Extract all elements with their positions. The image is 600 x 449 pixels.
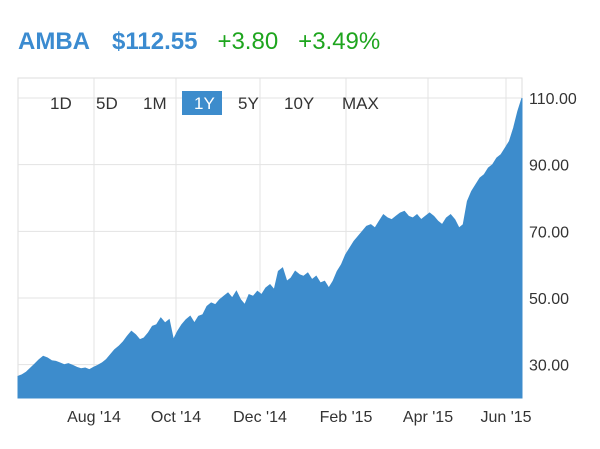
range-button-1y[interactable]: 1Y [182, 91, 222, 115]
last-price: $112.55 [112, 28, 198, 55]
x-tick-label: Jun '15 [480, 409, 531, 426]
x-tick-label: Feb '15 [320, 409, 373, 426]
x-tick-label: Apr '15 [403, 409, 453, 426]
y-tick-label: 50.00 [529, 291, 569, 308]
range-button-5d[interactable]: 5D [96, 94, 118, 113]
x-tick-label: Aug '14 [67, 409, 121, 426]
range-button-label: MAX [342, 94, 379, 113]
range-selector: 1D 5D 1M 1Y 5Y 10Y MAX [50, 91, 379, 115]
y-tick-label: 70.00 [529, 224, 569, 241]
range-button-label: 5Y [238, 94, 259, 113]
range-button-5y[interactable]: 5Y [238, 94, 259, 113]
range-button-1m[interactable]: 1M [143, 94, 167, 113]
y-tick-label: 110.00 [529, 91, 577, 108]
y-tick-label: 90.00 [529, 158, 569, 175]
y-axis: 30.00 50.00 70.00 90.00 110.00 [529, 91, 577, 375]
x-tick-label: Oct '14 [151, 409, 201, 426]
range-button-label: 1Y [194, 94, 215, 113]
y-tick-label: 30.00 [529, 358, 569, 375]
range-button-label: 5D [96, 94, 118, 113]
ticker-symbol: AMBA [18, 28, 90, 55]
price-change-percent: +3.49% [298, 28, 381, 55]
price-area [17, 97, 523, 399]
quote-header: AMBA $112.55 +3.80 +3.49% [18, 28, 380, 60]
range-button-selected-bg [182, 91, 222, 115]
area-series [17, 97, 523, 399]
range-button-label: 1M [143, 94, 167, 113]
price-change: +3.80 [217, 28, 279, 55]
x-axis: Aug '14 Oct '14 Dec '14 Feb '15 Apr '15 Jun '… [67, 409, 532, 426]
range-button-label: 1D [50, 94, 72, 113]
range-button-10y[interactable]: 10Y [284, 94, 314, 113]
range-button-max[interactable]: MAX [342, 94, 379, 113]
range-button-label: 10Y [284, 94, 314, 113]
range-button-1d[interactable]: 1D [50, 94, 72, 113]
x-tick-label: Dec '14 [233, 409, 287, 426]
